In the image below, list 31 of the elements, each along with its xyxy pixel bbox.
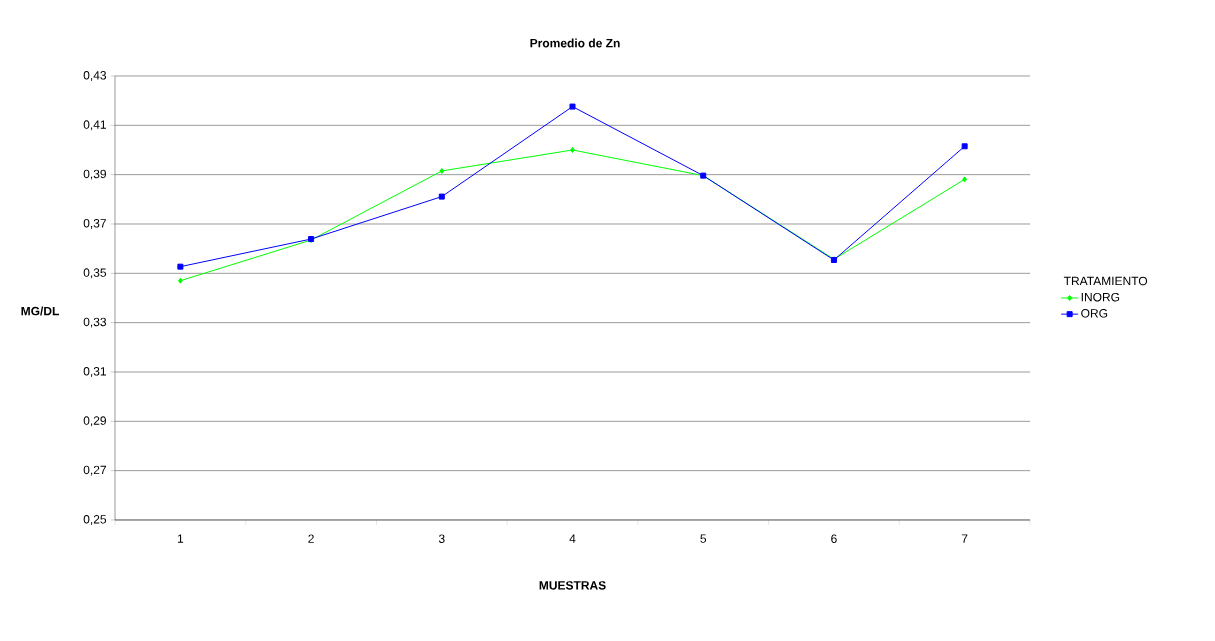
y-tick-label: 0,33 <box>83 317 107 328</box>
y-tick-label: 0,35 <box>83 268 107 279</box>
point <box>570 146 575 153</box>
x-tick-label: 6 <box>831 534 837 543</box>
y-tick-label: 0,27 <box>83 465 106 476</box>
y-tick-label: 0,41 <box>83 120 106 131</box>
point <box>177 263 184 270</box>
point <box>177 277 183 284</box>
point <box>569 103 576 110</box>
y-tick-label: 0,39 <box>83 169 106 180</box>
y-axis-title: MG/DL <box>21 306 59 316</box>
x-axis-title: MUESTRAS <box>539 581 606 590</box>
x-tick-label: 1 <box>177 534 184 543</box>
legend-label: INORG <box>1081 292 1120 302</box>
y-tick-label: 0,37 <box>83 219 106 229</box>
x-tick-label: 5 <box>700 534 707 543</box>
y-tick-label: 0,29 <box>83 416 106 427</box>
x-tick-label: 7 <box>961 534 968 543</box>
point <box>962 176 968 183</box>
x-tick-label: 3 <box>438 534 445 543</box>
legend-title: TRATAMIENTO <box>1063 276 1148 286</box>
point <box>438 193 445 200</box>
point <box>961 143 968 150</box>
y-tick-label: 0,25 <box>83 515 107 525</box>
chart-title: Promedio de Zn <box>530 38 620 48</box>
legend-label: ORG <box>1081 309 1108 318</box>
x-tick-label: 4 <box>569 534 576 543</box>
y-tick-label: 0,43 <box>83 71 107 81</box>
point <box>439 167 445 174</box>
y-tick-label: 0,31 <box>83 367 106 377</box>
x-tick-label: 2 <box>308 534 314 543</box>
